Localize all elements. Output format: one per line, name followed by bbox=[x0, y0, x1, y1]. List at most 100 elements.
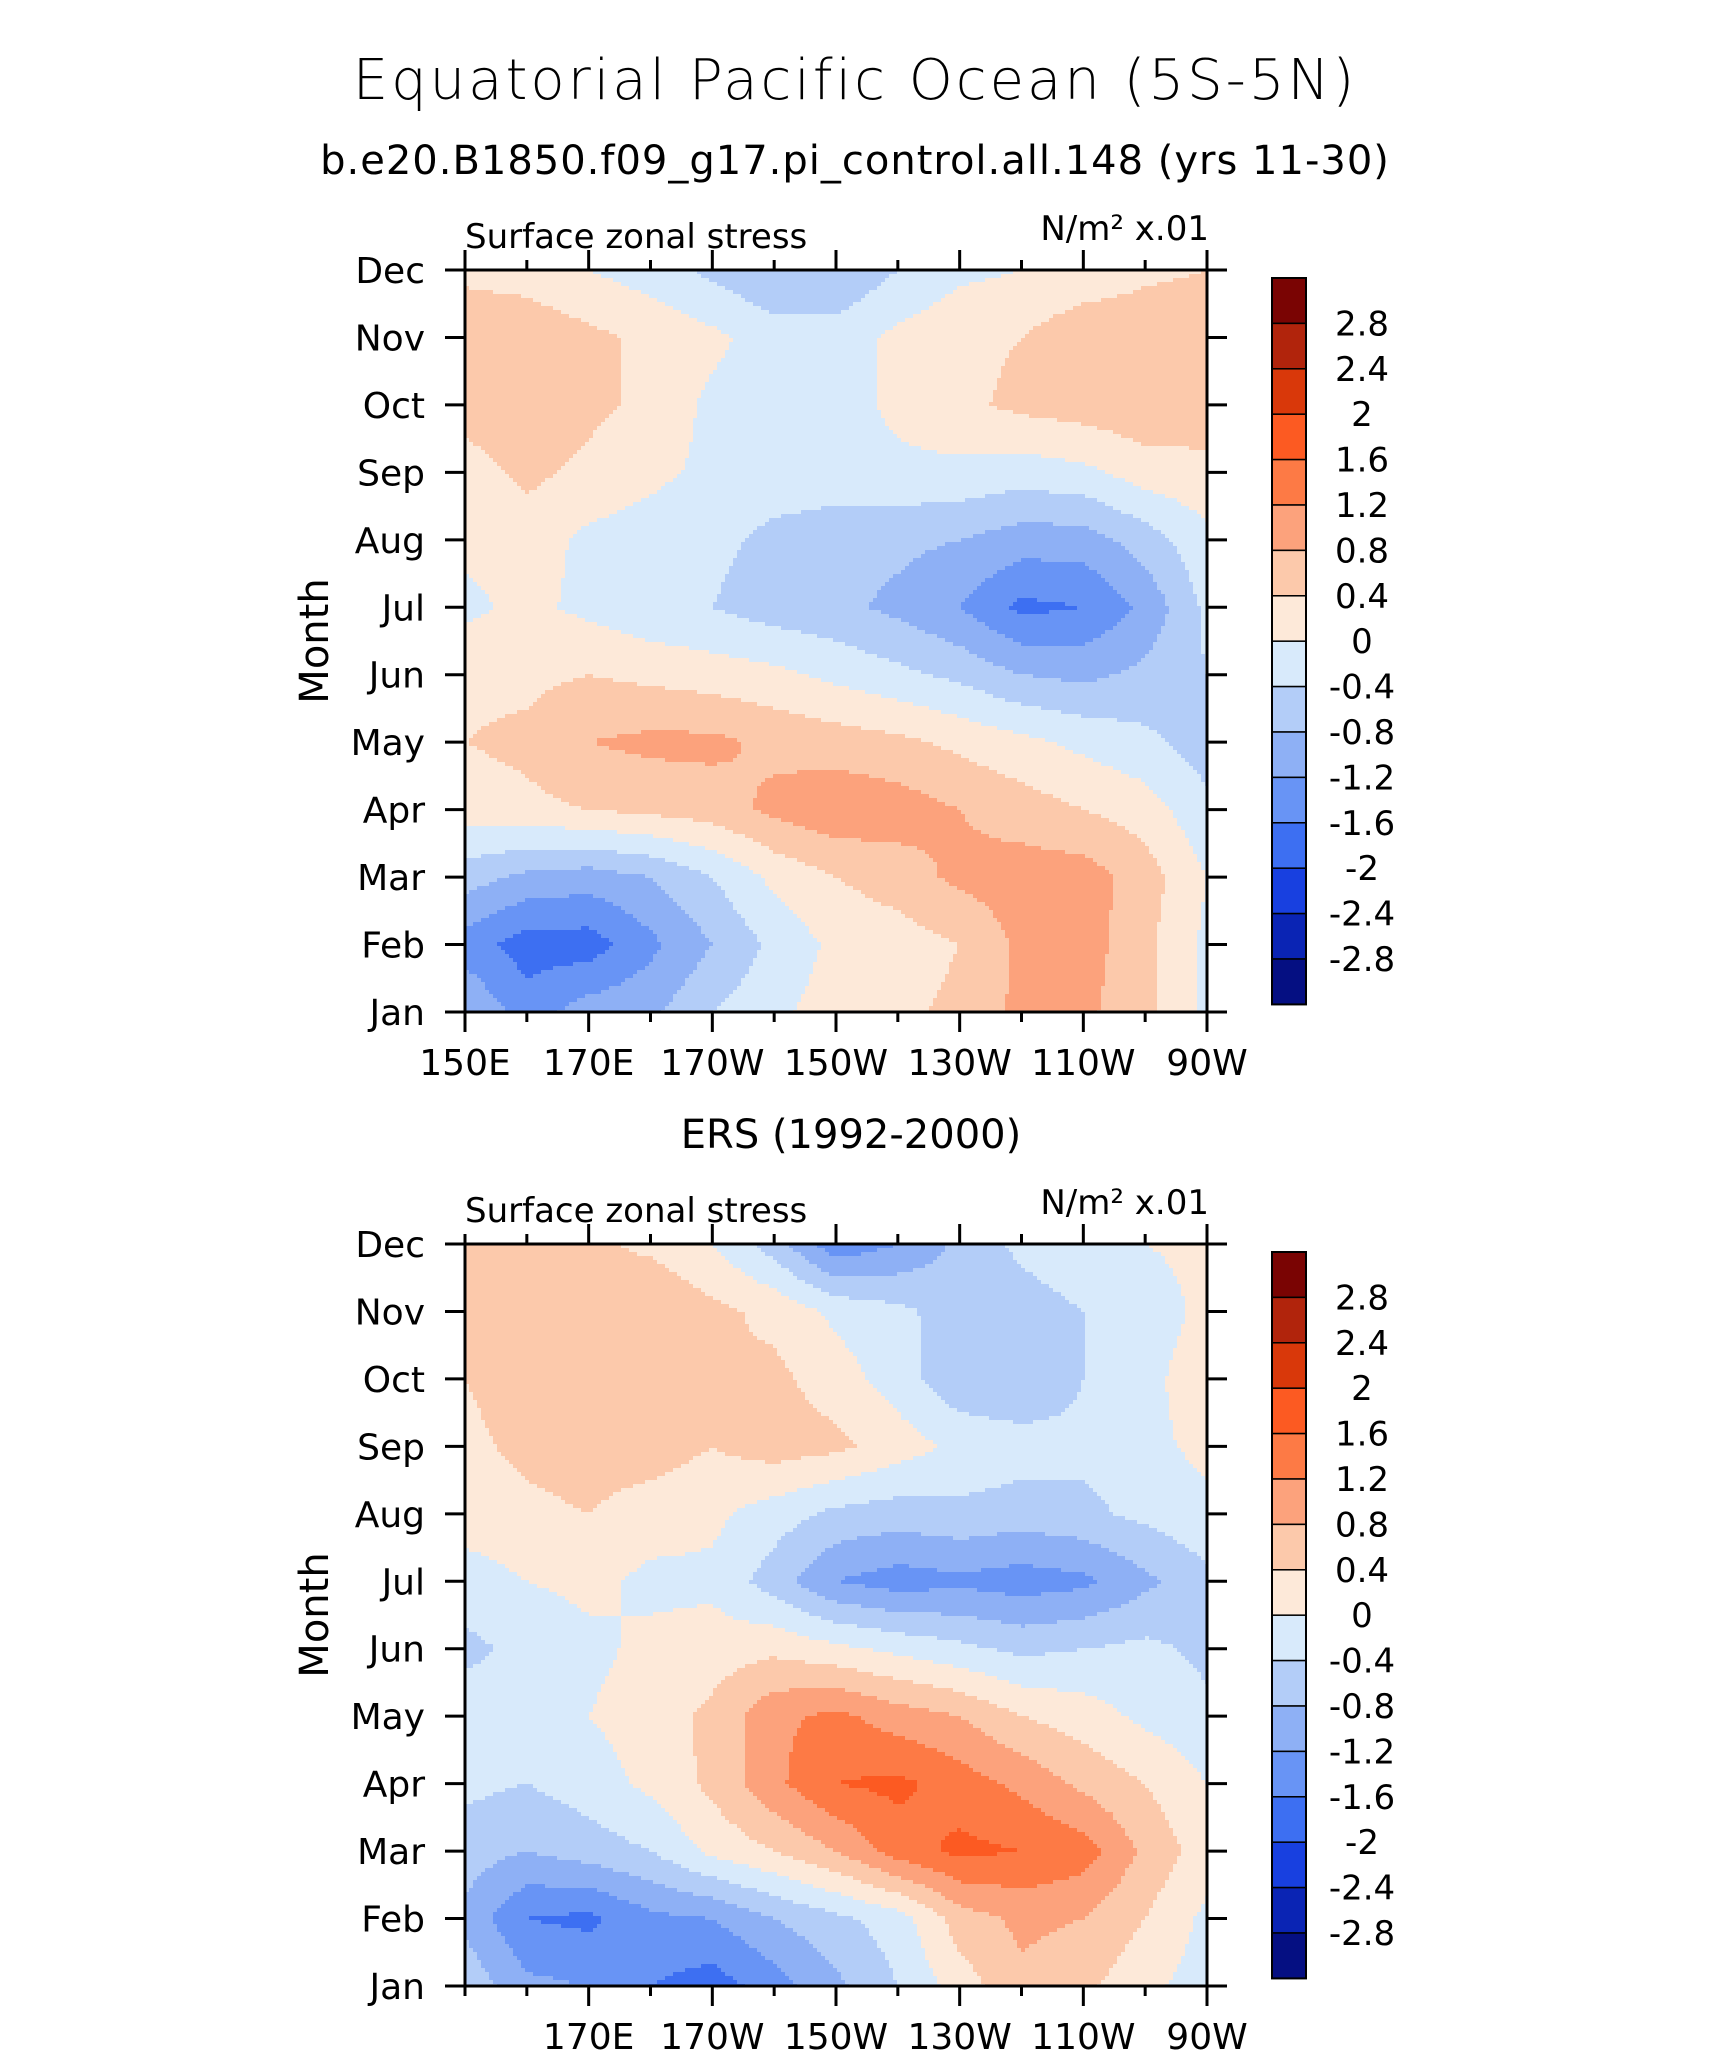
heatmap-cell bbox=[897, 278, 902, 283]
heatmap-cell bbox=[1057, 282, 1062, 287]
heatmap-cell bbox=[585, 290, 590, 295]
heatmap-cell bbox=[589, 278, 594, 283]
heatmap-cell bbox=[1185, 282, 1190, 287]
heatmap-cell bbox=[557, 290, 562, 295]
heatmap-cell bbox=[1173, 278, 1178, 283]
heatmap-cell bbox=[737, 282, 742, 287]
heatmap-cell bbox=[717, 278, 722, 283]
heatmap-cell bbox=[1081, 282, 1086, 287]
heatmap-cell bbox=[1105, 286, 1110, 291]
heatmap-cell bbox=[525, 274, 530, 279]
heatmap-cell bbox=[865, 274, 870, 279]
heatmap-cell bbox=[813, 282, 818, 287]
heatmap-cell bbox=[1177, 282, 1182, 287]
heatmap-cell bbox=[669, 282, 674, 287]
heatmap-cell bbox=[541, 286, 546, 291]
heatmap-cell bbox=[1021, 286, 1026, 291]
heatmap-cell bbox=[981, 278, 986, 283]
heatmap-cell bbox=[1053, 282, 1058, 287]
heatmap-cell bbox=[669, 278, 674, 283]
heatmap-cell bbox=[493, 286, 498, 291]
heatmap-cell bbox=[549, 274, 554, 279]
heatmap-cell bbox=[773, 286, 778, 291]
heatmap-cell bbox=[713, 278, 718, 283]
heatmap-cell bbox=[641, 286, 646, 291]
heatmap-cell bbox=[877, 278, 882, 283]
heatmap-cell bbox=[541, 290, 546, 295]
heatmap-cell bbox=[1201, 278, 1206, 283]
heatmap-cell bbox=[1109, 278, 1114, 283]
heatmap-cell bbox=[925, 278, 930, 283]
heatmap-cell bbox=[853, 286, 858, 291]
heatmap-cell bbox=[577, 290, 582, 295]
heatmap-cell bbox=[569, 286, 574, 291]
heatmap-cell bbox=[481, 282, 486, 287]
heatmap-cell bbox=[605, 274, 610, 279]
heatmap-cell bbox=[593, 286, 598, 291]
heatmap-cell bbox=[777, 278, 782, 283]
heatmap-cell bbox=[929, 286, 934, 291]
heatmap-cell bbox=[557, 282, 562, 287]
heatmap-cell bbox=[897, 282, 902, 287]
heatmap-cell bbox=[625, 282, 630, 287]
heatmap-cell bbox=[1185, 278, 1190, 283]
heatmap-cell bbox=[549, 290, 554, 295]
heatmap-cell bbox=[841, 282, 846, 287]
heatmap-cell bbox=[877, 286, 882, 291]
heatmap-cell bbox=[953, 286, 958, 291]
heatmap-cell bbox=[1069, 274, 1074, 279]
heatmap-cell bbox=[1057, 278, 1062, 283]
heatmap-cell bbox=[1013, 286, 1018, 291]
heatmap-cell bbox=[589, 274, 594, 279]
heatmap-cell bbox=[785, 274, 790, 279]
heatmap-cell bbox=[725, 278, 730, 283]
heatmap-cell bbox=[873, 286, 878, 291]
heatmap-cell bbox=[909, 274, 914, 279]
heatmap-cell bbox=[957, 274, 962, 279]
heatmap-cell bbox=[1049, 282, 1054, 287]
heatmap-cell bbox=[549, 278, 554, 283]
heatmap-cell bbox=[869, 282, 874, 287]
heatmap-cell bbox=[825, 282, 830, 287]
heatmap-cell bbox=[1077, 274, 1082, 279]
heatmap-cell bbox=[921, 282, 926, 287]
heatmap-cell bbox=[625, 274, 630, 279]
heatmap-cell bbox=[785, 278, 790, 283]
heatmap-cell bbox=[553, 290, 558, 295]
heatmap-cell bbox=[477, 274, 482, 279]
heatmap-cell bbox=[1165, 278, 1170, 283]
heatmap-cell bbox=[585, 278, 590, 283]
heatmap-cell bbox=[885, 274, 890, 279]
heatmap-cell bbox=[557, 286, 562, 291]
heatmap-cell bbox=[665, 286, 670, 291]
heatmap-cell bbox=[645, 278, 650, 283]
heatmap-cell bbox=[869, 286, 874, 291]
heatmap-cell bbox=[945, 274, 950, 279]
heatmap-cell bbox=[1081, 278, 1086, 283]
heatmap-cell bbox=[541, 278, 546, 283]
heatmap-cell bbox=[801, 282, 806, 287]
heatmap-cell bbox=[765, 286, 770, 291]
heatmap-cell bbox=[1153, 286, 1158, 291]
heatmap-cell bbox=[925, 282, 930, 287]
heatmap-cell bbox=[1137, 282, 1142, 287]
heatmap-cell bbox=[617, 278, 622, 283]
heatmap-cell bbox=[1045, 274, 1050, 279]
heatmap-cell bbox=[1173, 282, 1178, 287]
heatmap-cell bbox=[1201, 274, 1206, 279]
heatmap-cell bbox=[805, 286, 810, 291]
heatmap-cell bbox=[829, 274, 834, 279]
heatmap-cell bbox=[817, 274, 822, 279]
heatmap-cell bbox=[497, 278, 502, 283]
heatmap-cell bbox=[937, 282, 942, 287]
heatmap-cell bbox=[697, 286, 702, 291]
heatmap-cell bbox=[1177, 286, 1182, 291]
heatmap-cell bbox=[857, 286, 862, 291]
heatmap-cell bbox=[805, 278, 810, 283]
heatmap-cell bbox=[697, 278, 702, 283]
heatmap-cell bbox=[781, 274, 786, 279]
heatmap-cell bbox=[1149, 278, 1154, 283]
heatmap-cell bbox=[917, 286, 922, 291]
heatmap-cell bbox=[933, 286, 938, 291]
heatmap-cell bbox=[481, 278, 486, 283]
